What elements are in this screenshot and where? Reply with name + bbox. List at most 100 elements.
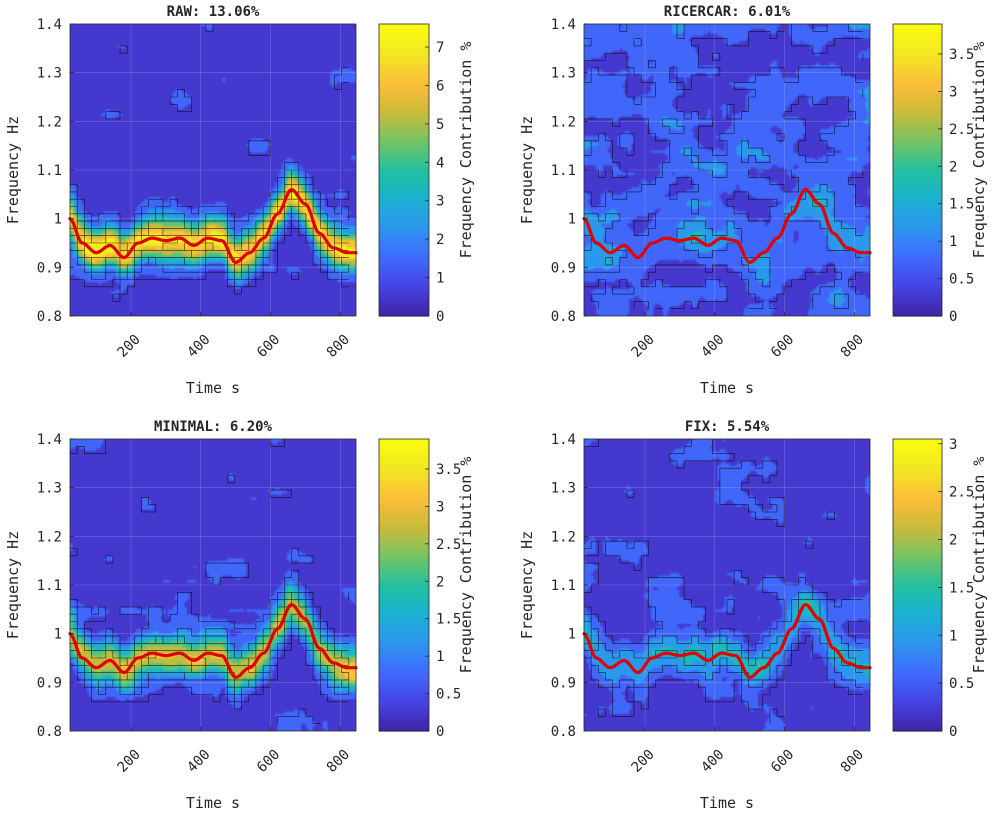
colorbar: 0 0.5 1 1.5 2 2.5 3 Frequency Contribution % bbox=[892, 437, 988, 740]
colorbar-slice bbox=[893, 45, 942, 51]
colorbar-slice bbox=[379, 650, 429, 655]
x-tick-label: 400 bbox=[698, 332, 727, 361]
colorbar-slice bbox=[379, 668, 429, 674]
panel-minimal: 200 400 600 800 0.8 0.9 1 1.1 1.2 1.3 1.4 Time s Fre… bbox=[4, 419, 475, 812]
colorbar-slice bbox=[893, 592, 942, 597]
colorbar-slice bbox=[379, 497, 429, 502]
colorbar-slice bbox=[379, 253, 429, 259]
colorbar-slice bbox=[893, 118, 942, 124]
colorbar-slice bbox=[893, 687, 942, 692]
colorbar-tick-label: 1.5 bbox=[436, 612, 461, 628]
colorbar-slice bbox=[893, 107, 942, 113]
colorbar-slice bbox=[379, 482, 429, 488]
y-tick-label: 1.2 bbox=[551, 114, 576, 130]
colorbar-slice bbox=[893, 577, 942, 582]
colorbar-slice bbox=[893, 617, 942, 623]
y-axis-label: Frequency Hz bbox=[4, 531, 22, 639]
colorbar-slice bbox=[893, 290, 942, 295]
colorbar-slice bbox=[379, 508, 429, 513]
colorbar-slice bbox=[379, 246, 429, 251]
colorbar-slice bbox=[379, 272, 429, 277]
colorbar-slice bbox=[893, 297, 942, 302]
colorbar-label: Frequency Contribution % bbox=[970, 42, 988, 259]
colorbar-slice bbox=[893, 253, 942, 259]
colorbar-slice bbox=[893, 566, 942, 571]
colorbar-slice bbox=[893, 716, 942, 721]
colorbar-slice bbox=[379, 603, 429, 608]
y-tick-label: 1.2 bbox=[37, 114, 62, 130]
colorbar-box bbox=[378, 438, 430, 732]
y-tick-label: 1.3 bbox=[37, 481, 62, 497]
y-axis-label: Frequency Hz bbox=[518, 116, 536, 224]
colorbar-slice bbox=[379, 559, 429, 564]
colorbar-slice bbox=[893, 155, 942, 160]
colorbar-slice bbox=[379, 27, 429, 32]
colorbar-slice bbox=[893, 31, 942, 36]
colorbar-slice bbox=[379, 490, 429, 495]
colorbar-slice bbox=[893, 486, 942, 491]
colorbar-slice bbox=[893, 286, 942, 292]
colorbar-slice bbox=[379, 71, 429, 76]
y-axis-label: Frequency Hz bbox=[518, 531, 536, 639]
colorbar-tick-label: 3 bbox=[949, 437, 957, 453]
colorbar-slice bbox=[379, 49, 429, 54]
y-tick-label: 1.3 bbox=[551, 66, 576, 82]
colorbar-slice bbox=[893, 654, 942, 659]
x-tick-label: 200 bbox=[115, 332, 144, 361]
ridge-line bbox=[68, 602, 358, 680]
colorbar-slice bbox=[893, 625, 942, 630]
colorbar-slice bbox=[893, 199, 942, 204]
colorbar-slice bbox=[893, 89, 942, 94]
colorbar-slice bbox=[893, 574, 942, 579]
colorbar-slice bbox=[893, 206, 942, 211]
colorbar-slice bbox=[893, 42, 942, 47]
y-tick-label: 1 bbox=[54, 212, 62, 228]
colorbar-slice bbox=[893, 137, 942, 142]
colorbar-slice bbox=[379, 24, 429, 29]
y-tick-label: 0.9 bbox=[551, 675, 576, 691]
colorbar-slice bbox=[379, 297, 429, 302]
x-tick-label: 200 bbox=[629, 332, 658, 361]
contour-lines bbox=[584, 439, 863, 724]
colorbar-label: Frequency Contribution % bbox=[970, 457, 988, 674]
colorbar-slice bbox=[893, 643, 942, 648]
colorbar-slice bbox=[893, 126, 942, 131]
colorbar-slice bbox=[893, 471, 942, 477]
colorbar-slice bbox=[379, 213, 429, 219]
colorbar-slice bbox=[893, 301, 942, 306]
colorbar-slice bbox=[379, 628, 429, 634]
colorbar-slice bbox=[379, 56, 429, 62]
y-tick-label: 0.9 bbox=[551, 260, 576, 276]
colorbar-slice bbox=[379, 654, 429, 659]
colorbar-slice bbox=[893, 479, 942, 484]
colorbar-slice bbox=[379, 621, 429, 626]
colorbar-slice bbox=[379, 665, 429, 670]
colorbar-slice bbox=[379, 526, 429, 531]
colorbar-tick-label: 6 bbox=[436, 78, 444, 94]
colorbar-slice bbox=[379, 173, 429, 178]
colorbar-slice bbox=[379, 479, 429, 484]
colorbar-slice bbox=[379, 100, 429, 105]
colorbar-slice bbox=[379, 122, 429, 127]
x-tick-label: 400 bbox=[184, 747, 213, 776]
colorbar-slice bbox=[379, 118, 429, 124]
contour-lines bbox=[70, 439, 350, 724]
colorbar-slice bbox=[893, 60, 942, 65]
y-tick-label: 1.2 bbox=[551, 529, 576, 545]
colorbar-slice bbox=[893, 312, 942, 317]
colorbar-slice bbox=[379, 283, 429, 288]
colorbar-slice bbox=[893, 305, 942, 310]
x-tick-label: 600 bbox=[254, 747, 283, 776]
colorbar-slice bbox=[893, 177, 942, 182]
colorbar-slice bbox=[379, 286, 429, 292]
colorbar-tick-label: 3.5 bbox=[436, 462, 461, 478]
colorbar-slice bbox=[893, 82, 942, 87]
colorbar-slice bbox=[893, 658, 942, 663]
colorbar-slice bbox=[893, 86, 942, 91]
colorbar-slice bbox=[893, 595, 942, 601]
colorbar-slice bbox=[379, 544, 429, 550]
colorbar-slice bbox=[379, 264, 429, 270]
x-axis-label: Time s bbox=[700, 794, 754, 812]
y-tick-label: 1.3 bbox=[551, 481, 576, 497]
